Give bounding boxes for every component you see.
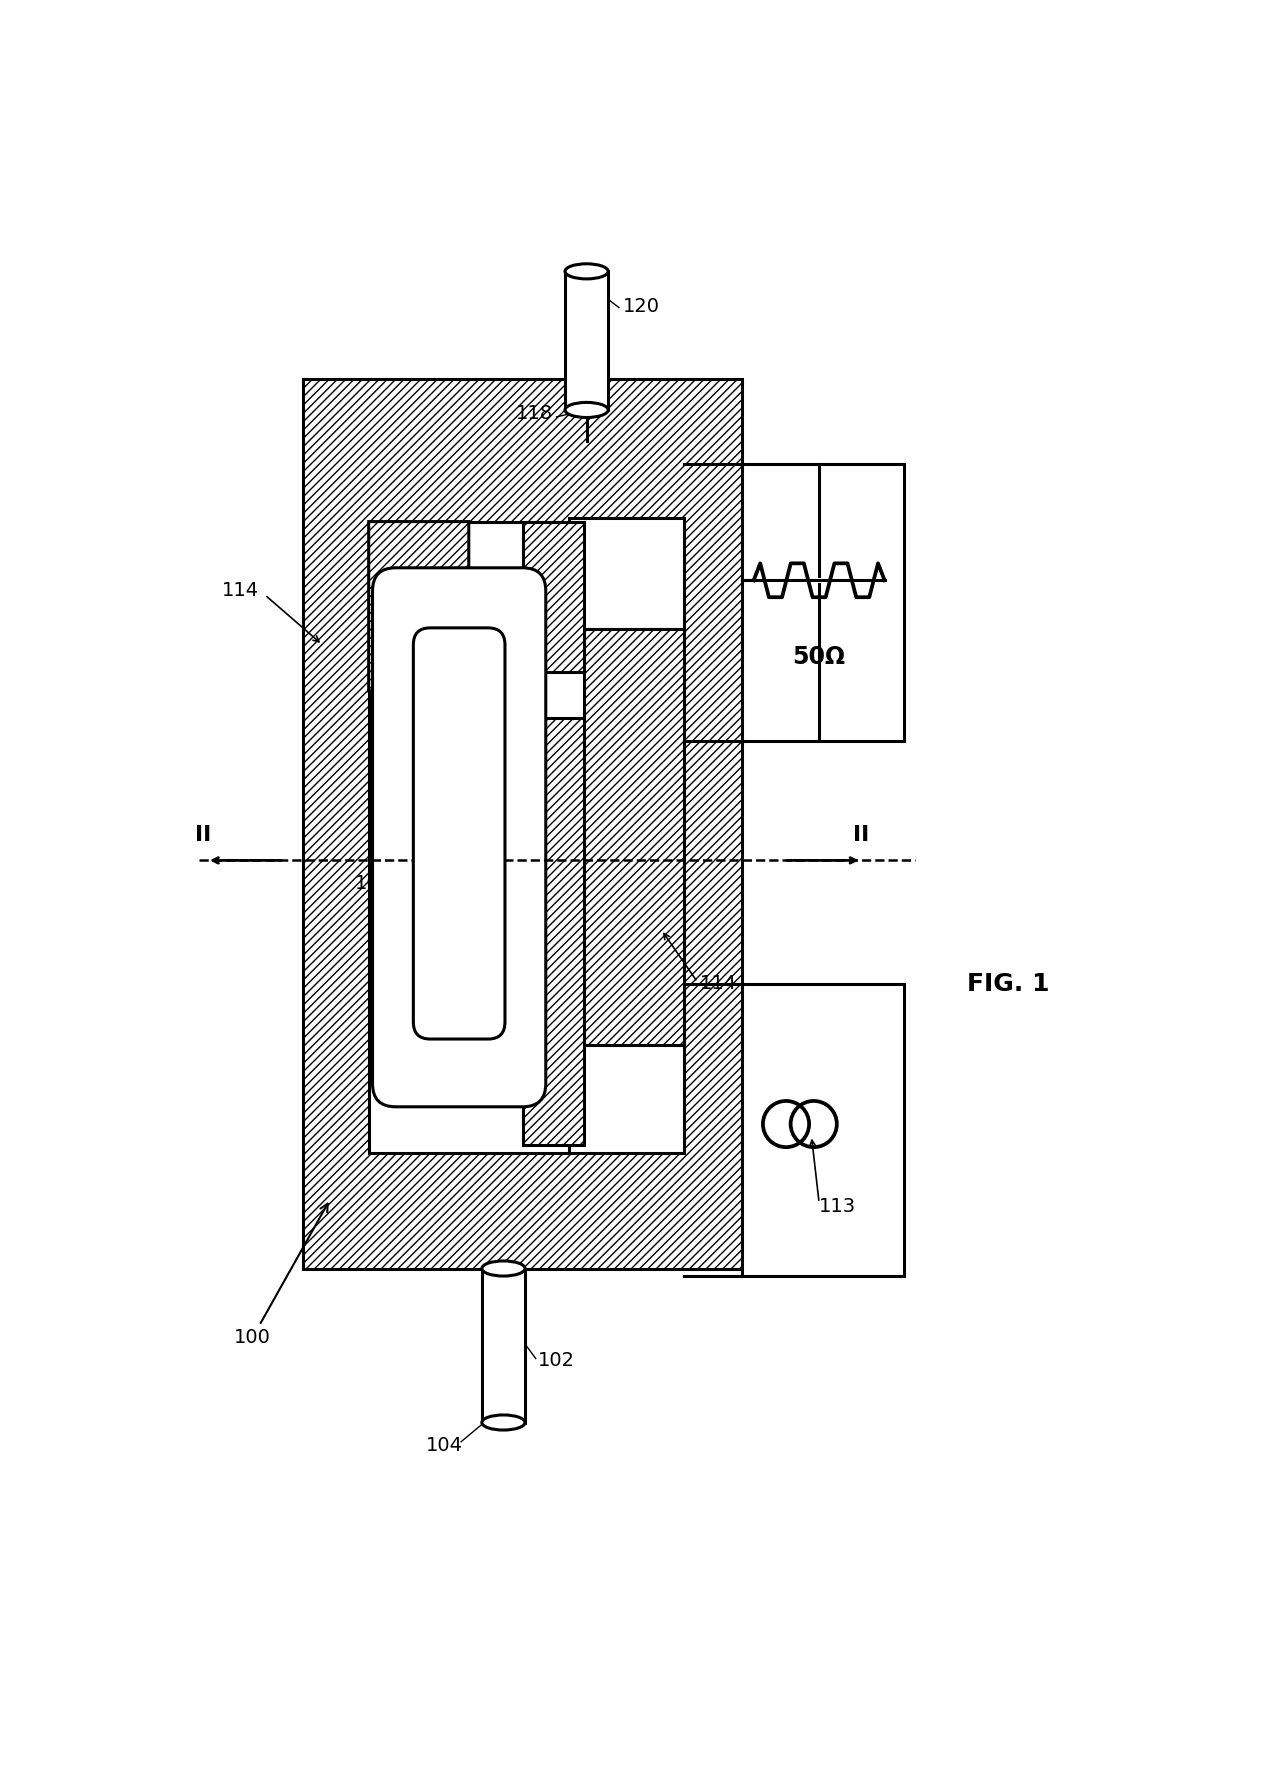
Text: II: II — [195, 824, 212, 845]
Ellipse shape — [482, 1415, 525, 1429]
Text: 108: 108 — [354, 874, 392, 894]
Text: 113: 113 — [820, 1198, 856, 1216]
Bar — [569, 518, 685, 630]
Bar — [522, 671, 584, 717]
Text: FIG. 1: FIG. 1 — [966, 972, 1049, 995]
Bar — [522, 714, 584, 1145]
Bar — [569, 1041, 685, 1153]
Bar — [522, 522, 584, 676]
Text: 112: 112 — [518, 874, 556, 894]
Bar — [482, 1269, 525, 1422]
Ellipse shape — [482, 1260, 525, 1276]
Text: 114: 114 — [222, 582, 260, 600]
Text: 106: 106 — [371, 1047, 407, 1066]
Text: 50Ω: 50Ω — [793, 646, 846, 669]
Text: 116: 116 — [407, 659, 444, 678]
Text: II: II — [854, 824, 870, 845]
Bar — [303, 379, 743, 1269]
FancyBboxPatch shape — [372, 568, 546, 1107]
Text: 114: 114 — [700, 974, 736, 993]
Bar — [368, 522, 572, 1153]
Bar — [565, 271, 608, 409]
Ellipse shape — [565, 402, 608, 418]
Ellipse shape — [565, 263, 608, 279]
Text: 110: 110 — [522, 1063, 560, 1082]
Text: 100: 100 — [235, 1203, 328, 1347]
Text: 118: 118 — [516, 404, 554, 424]
Text: 104: 104 — [426, 1436, 463, 1454]
Bar — [743, 984, 904, 1276]
Bar — [569, 630, 685, 1045]
Text: 120: 120 — [623, 297, 660, 315]
Bar — [743, 465, 904, 740]
Polygon shape — [368, 522, 469, 691]
FancyBboxPatch shape — [414, 628, 504, 1040]
Text: 102: 102 — [538, 1351, 575, 1371]
